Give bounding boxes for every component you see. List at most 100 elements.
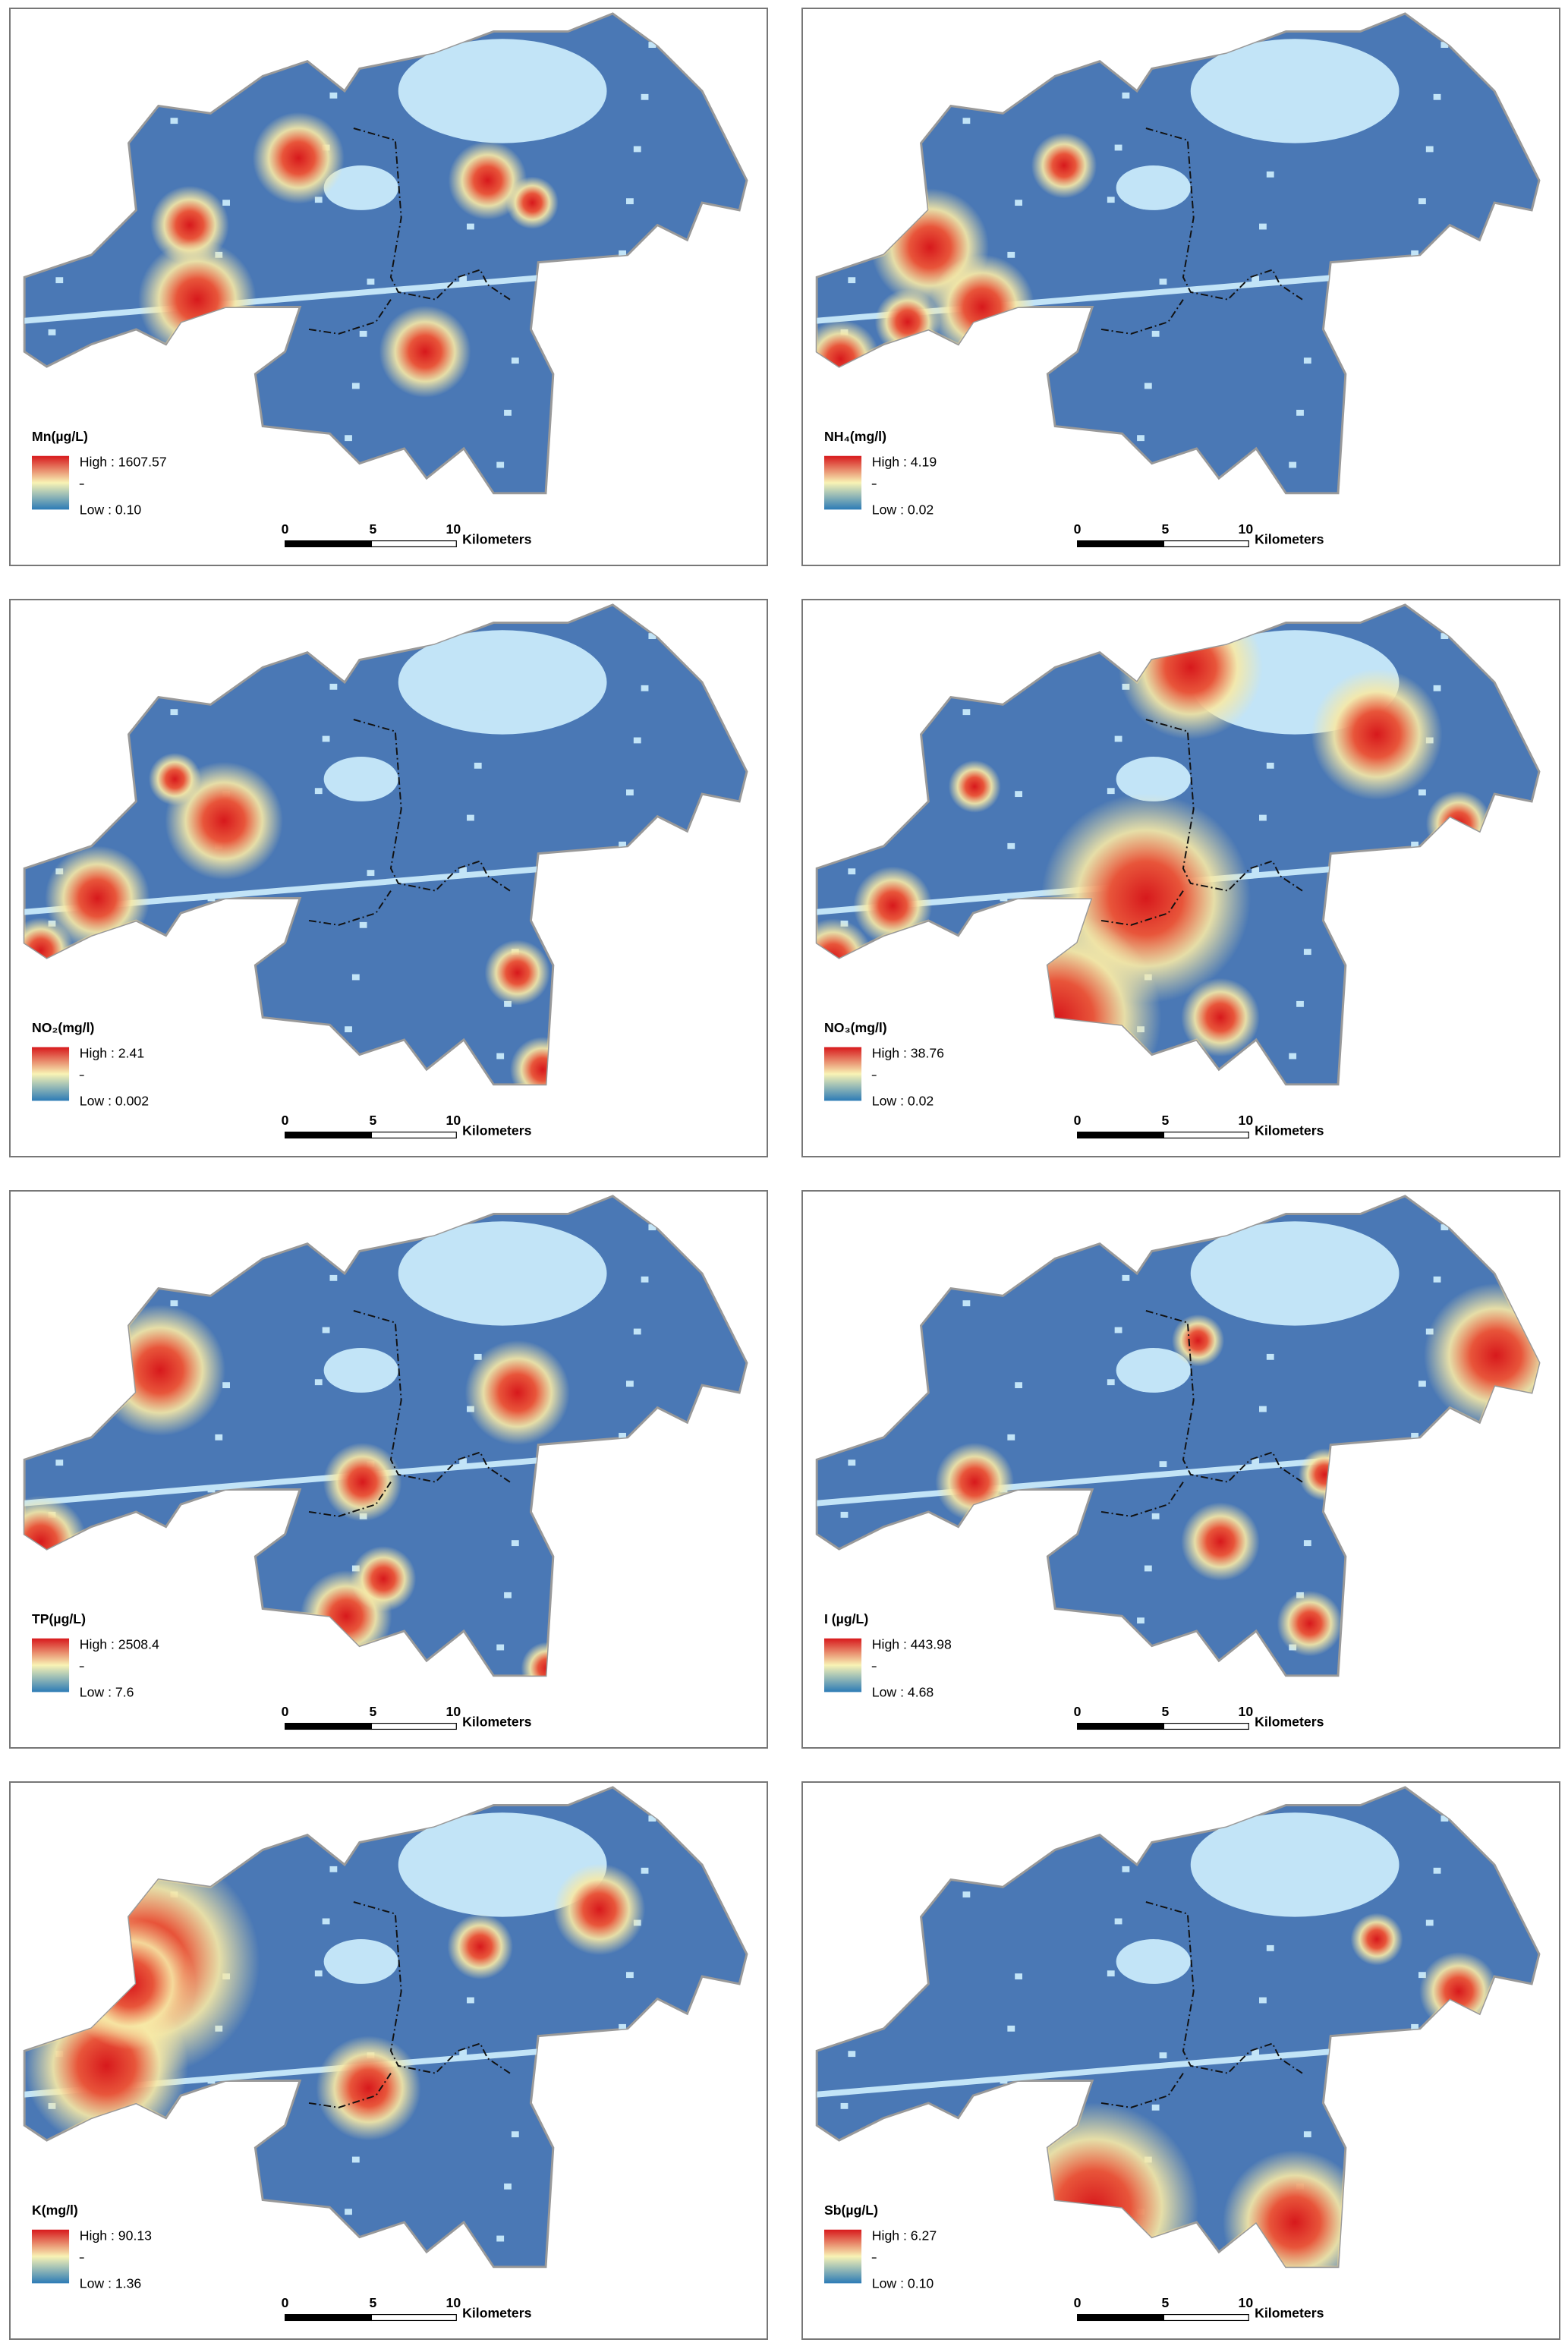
water-speck <box>970 1839 978 1846</box>
water-speck <box>496 461 505 468</box>
hotspot <box>316 2036 421 2141</box>
water-speck <box>1159 1461 1167 1468</box>
water-speck <box>192 999 200 1006</box>
hotspot <box>94 1305 226 1436</box>
water-speck <box>1425 1919 1434 1926</box>
water-speck <box>1281 1249 1289 1256</box>
water-speck <box>1440 1815 1449 1822</box>
water-speck <box>77 1303 86 1310</box>
water-speck <box>1015 1973 1022 1980</box>
hotspot <box>509 1037 576 1085</box>
water-patch <box>323 757 398 801</box>
water-speck <box>984 999 993 1006</box>
legend-title: NO₃(mg/l) <box>824 1020 887 1035</box>
water-speck <box>200 356 208 363</box>
map-layers <box>24 39 664 468</box>
water-speck <box>207 895 216 902</box>
water-speck <box>1418 789 1426 796</box>
water-speck <box>626 789 634 796</box>
water-speck <box>1252 276 1260 282</box>
water-speck <box>481 1893 490 1900</box>
river <box>24 274 548 326</box>
water-speck <box>818 39 826 46</box>
water-speck <box>329 1274 338 1281</box>
water-speck <box>459 2049 468 2056</box>
water-speck <box>1411 250 1419 257</box>
scale-bar-white <box>1163 1723 1249 1730</box>
water-speck <box>1418 1381 1426 1387</box>
water-speck <box>1418 198 1426 205</box>
water-speck <box>833 381 841 388</box>
water-speck <box>1107 788 1115 795</box>
water-speck <box>1303 949 1311 956</box>
water-speck <box>1266 762 1274 769</box>
water-speck <box>222 1382 230 1389</box>
legend-high: High : 38.76 <box>872 1045 944 1060</box>
water-speck <box>1015 1382 1022 1389</box>
water-speck <box>848 277 856 284</box>
boundary <box>1100 1310 1303 1517</box>
water-speck <box>1151 2104 1160 2111</box>
hotspot <box>252 112 345 204</box>
water-speck <box>178 65 186 72</box>
water-speck <box>863 172 871 179</box>
water-speck <box>1266 171 1274 178</box>
water-speck <box>329 92 338 99</box>
water-speck <box>978 1642 985 1649</box>
scale-label: 0 <box>1074 1113 1082 1128</box>
hotspot <box>989 2102 1199 2267</box>
water-speck <box>1114 735 1122 742</box>
hotspot <box>1277 1590 1343 1657</box>
water-speck <box>459 276 468 282</box>
boundary <box>308 1901 511 2108</box>
water-speck <box>641 93 649 100</box>
legend-high: High : 2.41 <box>80 1045 144 1060</box>
water-speck <box>170 1300 178 1307</box>
hotspot <box>1118 604 1263 740</box>
hotspot <box>853 866 933 946</box>
water-speck <box>481 710 490 717</box>
scale-unit: Kilometers <box>1255 532 1324 547</box>
water-speck <box>40 1563 49 1570</box>
water-speck <box>863 1355 871 1362</box>
map: TP(µg/L) High : 2508.4 Low : 7.6 0 5 10Kilome… <box>23 1195 748 1730</box>
scale-label: 10 <box>1239 1704 1254 1719</box>
water-speck <box>351 2156 360 2163</box>
water-speck <box>337 40 345 47</box>
scale-label: 10 <box>446 1704 461 1719</box>
water-speck <box>1007 251 1015 258</box>
water-speck <box>1425 146 1434 153</box>
legend-title: K(mg/l) <box>32 2203 78 2218</box>
water-speck <box>200 947 208 954</box>
water-speck <box>178 1839 186 1846</box>
legend-title: TP(µg/L) <box>32 1611 86 1626</box>
water-speck <box>459 867 468 874</box>
water-speck <box>855 1998 864 2005</box>
map-panel: TP(µg/L) High : 2508.4 Low : 7.6 0 5 10 Kilome… <box>9 1190 768 1749</box>
legend-low: Low : 0.002 <box>80 1093 149 1108</box>
water-speck <box>71 172 78 179</box>
legend-low: Low : 0.02 <box>872 1093 934 1108</box>
scale-label: 5 <box>1161 2295 1169 2310</box>
scale-bar-white <box>370 1132 457 1139</box>
legend-high: High : 2508.4 <box>80 1636 159 1652</box>
water-speck <box>489 1249 497 1256</box>
lake <box>398 630 607 735</box>
lake <box>398 1221 607 1326</box>
water-speck <box>962 1300 971 1307</box>
water-speck <box>1144 1565 1152 1572</box>
water-speck <box>1418 1972 1426 1979</box>
water-speck <box>962 1891 971 1898</box>
water-speck <box>26 1812 33 1819</box>
water-speck <box>818 1221 826 1228</box>
legend-low: Low : 1.36 <box>80 2275 142 2291</box>
water-speck <box>322 735 330 742</box>
map: I (µg/L) High : 443.98 Low : 4.68 0 5 10Kilom… <box>815 1195 1541 1730</box>
water-speck <box>641 685 649 691</box>
map-layers <box>817 604 1492 1085</box>
legend-title: NH₄(mg/l) <box>824 429 886 444</box>
water-speck <box>314 1970 323 1977</box>
scale-bar-black <box>1077 540 1165 548</box>
water-speck <box>603 1537 612 1544</box>
map-panel: I (µg/L) High : 443.98 Low : 4.68 0 5 10 Kilom… <box>801 1190 1560 1749</box>
